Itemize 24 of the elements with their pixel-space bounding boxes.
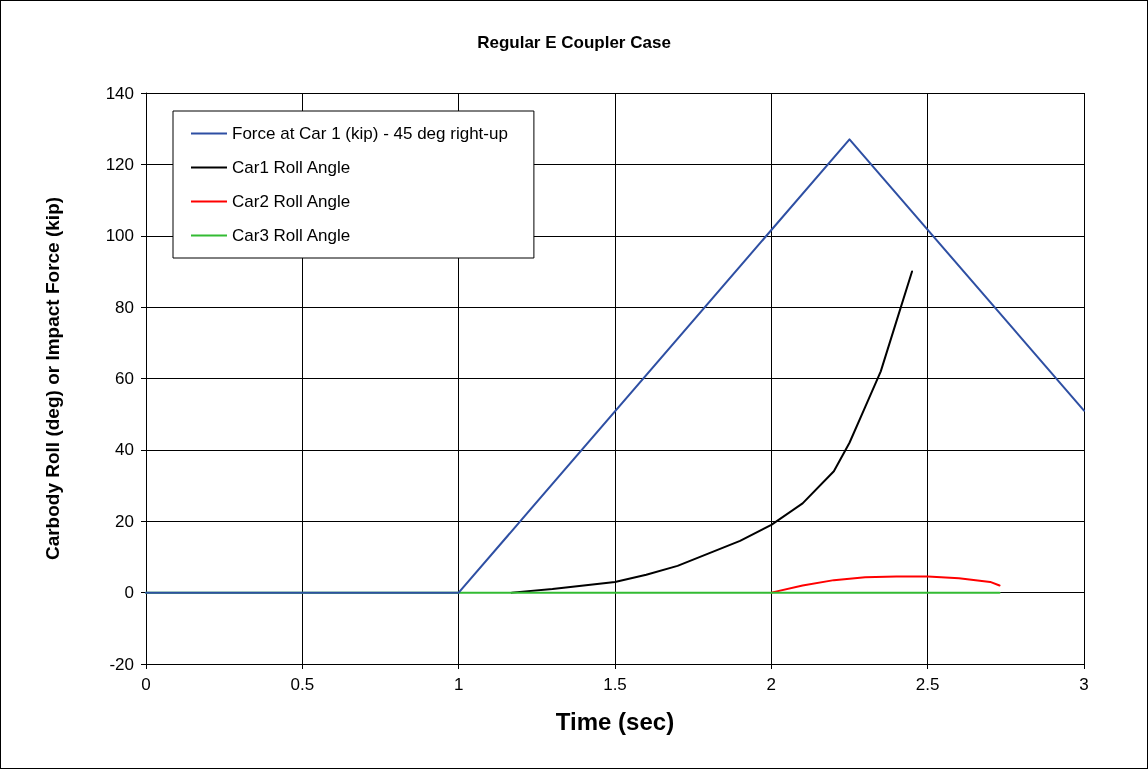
y-tick-label: 0: [124, 583, 134, 603]
legend-label: Car1 Roll Angle: [232, 158, 351, 177]
y-tick-label: 140: [105, 83, 134, 103]
x-tick-label: 3: [1079, 675, 1089, 694]
legend-label: Car2 Roll Angle: [232, 192, 351, 211]
x-tick-label: 0: [141, 675, 151, 694]
x-tick-label: 0.5: [290, 675, 315, 694]
line-series: [770, 575, 1001, 594]
x-tick-label: 2: [766, 675, 777, 694]
x-tick-label: 2.5: [915, 675, 940, 694]
y-tick-label: 60: [115, 369, 134, 388]
y-axis-title: Carbody Roll (deg) or Impact Force (kip): [42, 196, 63, 561]
x-tick-label: 1: [453, 675, 464, 694]
x-tick-label: 1.5: [603, 675, 627, 694]
y-tick-label: 20: [115, 511, 134, 531]
y-tick-label: -20: [109, 654, 134, 674]
x-axis-title: Time (sec): [555, 707, 675, 735]
legend-label: Car3 Roll Angle: [232, 226, 351, 245]
legend-label: Force at Car 1 (kip) - 45 deg right-up: [232, 124, 508, 143]
y-tick-label: 40: [115, 440, 134, 460]
y-tick-label: 120: [105, 154, 134, 174]
y-tick-label: 100: [105, 226, 134, 246]
y-tick-label: 80: [115, 297, 134, 317]
chart-title: Regular E Coupler Case: [477, 33, 671, 52]
